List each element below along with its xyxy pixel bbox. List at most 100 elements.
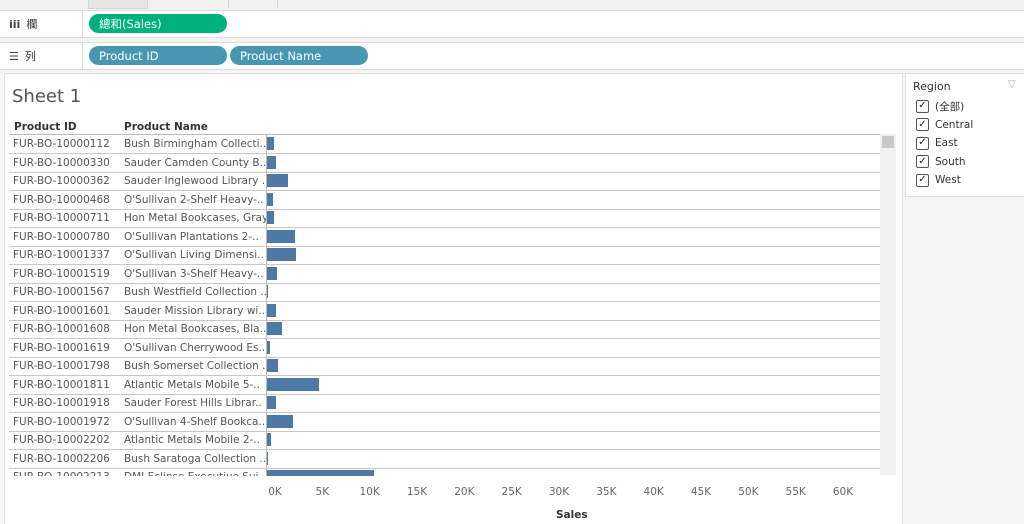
product-id-cell: FUR-BO-10001918 — [13, 397, 110, 409]
product-id-cell: FUR-BO-10001619 — [13, 341, 110, 354]
sales-bar[interactable] — [267, 451, 268, 465]
checkbox-icon[interactable]: ✓ — [916, 155, 929, 168]
bar-cell — [266, 375, 880, 394]
sales-bar[interactable] — [267, 303, 276, 317]
table-row[interactable]: FUR-BO-10000330 Sauder Camden County B.. — [9, 153, 880, 173]
product-id-cell: FUR-BO-10002202 — [13, 434, 110, 446]
checkbox-icon[interactable]: ✓ — [916, 173, 929, 187]
sales-bar[interactable] — [267, 192, 274, 206]
table-row[interactable]: FUR-BO-10001918 Sauder Forest Hills Libra… — [9, 394, 880, 413]
sales-bar[interactable] — [267, 248, 297, 261]
sales-bar[interactable] — [267, 211, 275, 224]
product-name-cell: Hon Metal Bookcases, Bla.. — [124, 323, 267, 335]
table-row[interactable]: FUR-BO-10002206 Bush Saratoga Collection … — [9, 449, 880, 469]
sales-bar[interactable] — [267, 322, 282, 335]
table-row[interactable]: FUR-BO-10000780 O'Sullivan Plantations 2-… — [9, 227, 880, 247]
table-row[interactable]: FUR-BO-10002202 Atlantic Metals Mobile 2-… — [9, 431, 880, 450]
table-row[interactable]: FUR-BO-10001519 O'Sullivan 3-Shelf Heavy-… — [9, 264, 880, 284]
x-tick-label: 40K — [643, 486, 664, 498]
pill-product-id[interactable]: Product ID — [89, 46, 227, 65]
filter-item-label: South — [935, 155, 966, 168]
sales-bar[interactable] — [267, 285, 268, 298]
sales-bar[interactable] — [267, 433, 271, 446]
product-id-cell: FUR-BO-10002206 — [13, 452, 110, 465]
table-row[interactable]: FUR-BO-10000112 Bush Birmingham Collecti.… — [9, 135, 880, 154]
bar-cell — [266, 468, 880, 476]
product-id-cell: FUR-BO-10001608 — [13, 323, 110, 335]
x-tick-label: 35K — [596, 486, 617, 498]
sales-bar[interactable] — [267, 155, 277, 169]
table-row[interactable]: FUR-BO-10001337 O'Sullivan Living Dimensi… — [9, 246, 880, 265]
sales-bar[interactable] — [267, 377, 320, 391]
product-id-cell: FUR-BO-10000330 — [13, 156, 110, 169]
filter-item-label: (全部) — [935, 100, 965, 113]
vertical-scrollbar[interactable] — [880, 134, 896, 475]
filter-item[interactable]: ✓ Central — [916, 117, 973, 133]
x-tick-label: 30K — [548, 486, 570, 498]
table-row[interactable]: FUR-BO-10001608 Hon Metal Bookcases, Bla.… — [9, 320, 880, 339]
sales-bar[interactable] — [267, 229, 296, 243]
table-row[interactable]: FUR-BO-10001601 Sauder Mission Library wi… — [9, 301, 880, 321]
columns-shelf[interactable]: iii 欄 總和(Sales) — [0, 10, 1024, 38]
worksheet-view: Sheet 1 Product ID Product Name FUR-BO-1… — [4, 73, 903, 524]
product-name-cell: Sauder Camden County B.. — [124, 156, 267, 169]
product-id-cell: FUR-BO-10000711 — [13, 212, 110, 224]
product-name-cell: Bush Somerset Collection .. — [124, 360, 268, 372]
bar-chart-rows: FUR-BO-10000112 Bush Birmingham Collecti.… — [9, 134, 880, 476]
sales-bar[interactable] — [267, 414, 293, 428]
header-product-id[interactable]: Product ID — [14, 121, 77, 133]
checkbox-icon[interactable]: ✓ — [916, 99, 929, 113]
filter-item[interactable]: ✓ East — [916, 135, 958, 151]
sales-bar[interactable] — [267, 174, 288, 187]
product-name-cell: O'Sullivan Cherrywood Es.. — [124, 341, 266, 354]
bar-cell — [266, 320, 880, 338]
table-row[interactable]: FUR-BO-10001619 O'Sullivan Cherrywood Es.… — [9, 338, 880, 358]
x-tick-label: 15K — [406, 486, 428, 498]
x-tick-label: 25K — [501, 486, 522, 498]
product-id-cell: FUR-BO-10000112 — [13, 138, 110, 150]
product-name-cell: DMI Eclipse Executive Sui.. — [124, 471, 268, 476]
bar-cell — [266, 338, 880, 357]
filter-item[interactable]: ✓ (全部) — [916, 98, 964, 114]
bar-cell — [266, 394, 880, 412]
table-row[interactable]: FUR-BO-10001811 Atlantic Metals Mobile 5-… — [9, 375, 880, 395]
product-name-cell: Bush Birmingham Collecti.. — [124, 138, 267, 150]
table-row[interactable]: FUR-BO-10000711 Hon Metal Bookcases, Gray — [9, 209, 880, 228]
funnel-icon[interactable]: ▽ — [1008, 79, 1016, 90]
table-row[interactable]: FUR-BO-10000468 O'Sullivan 2-Shelf Heavy-… — [9, 190, 880, 210]
sales-bar[interactable] — [267, 266, 278, 280]
product-id-cell: FUR-BO-10002213 — [13, 471, 110, 476]
product-id-cell: FUR-BO-10001567 — [13, 286, 110, 298]
sales-bar[interactable] — [267, 359, 279, 372]
filter-item[interactable]: ✓ South — [916, 154, 966, 170]
table-row[interactable]: FUR-BO-10001798 Bush Somerset Collection … — [9, 357, 880, 376]
product-id-cell: FUR-BO-10000468 — [13, 193, 110, 206]
sales-bar[interactable] — [267, 396, 276, 409]
bar-cell — [266, 172, 880, 190]
pill-product-name[interactable]: Product Name — [230, 46, 368, 65]
filter-item-label: Central — [935, 118, 974, 131]
sales-bar[interactable] — [267, 340, 271, 354]
bar-cell — [266, 431, 880, 449]
checkbox-icon[interactable]: ✓ — [916, 136, 929, 150]
filter-item[interactable]: ✓ West — [916, 172, 961, 188]
tab-pages[interactable] — [88, 0, 148, 9]
product-name-cell: O'Sullivan 4-Shelf Bookca.. — [124, 415, 266, 428]
rows-shelf[interactable]: ☰ 列 Product ID Product Name — [0, 42, 1024, 70]
header-product-name[interactable]: Product Name — [124, 121, 208, 133]
table-row[interactable]: FUR-BO-10002213 DMI Eclipse Executive Sui… — [9, 468, 880, 476]
table-row[interactable]: FUR-BO-10001972 O'Sullivan 4-Shelf Bookca… — [9, 412, 880, 432]
table-row[interactable]: FUR-BO-10000362 Sauder Inglewood Library … — [9, 172, 880, 191]
bar-cell — [266, 449, 880, 468]
rows-shelf-label: ☰ 列 — [0, 43, 83, 69]
columns-icon: iii — [9, 17, 21, 31]
product-id-cell: FUR-BO-10001811 — [13, 378, 110, 391]
scroll-thumb[interactable] — [882, 136, 894, 148]
product-name-cell: O'Sullivan Plantations 2-.. — [124, 230, 259, 243]
pill-sum-sales[interactable]: 總和(Sales) — [89, 14, 227, 33]
checkbox-icon[interactable]: ✓ — [916, 118, 929, 131]
table-row[interactable]: FUR-BO-10001567 Bush Westfield Collection… — [9, 283, 880, 302]
sales-bar[interactable] — [267, 137, 274, 150]
sales-bar[interactable] — [267, 470, 374, 476]
tab-filters[interactable] — [228, 0, 278, 8]
